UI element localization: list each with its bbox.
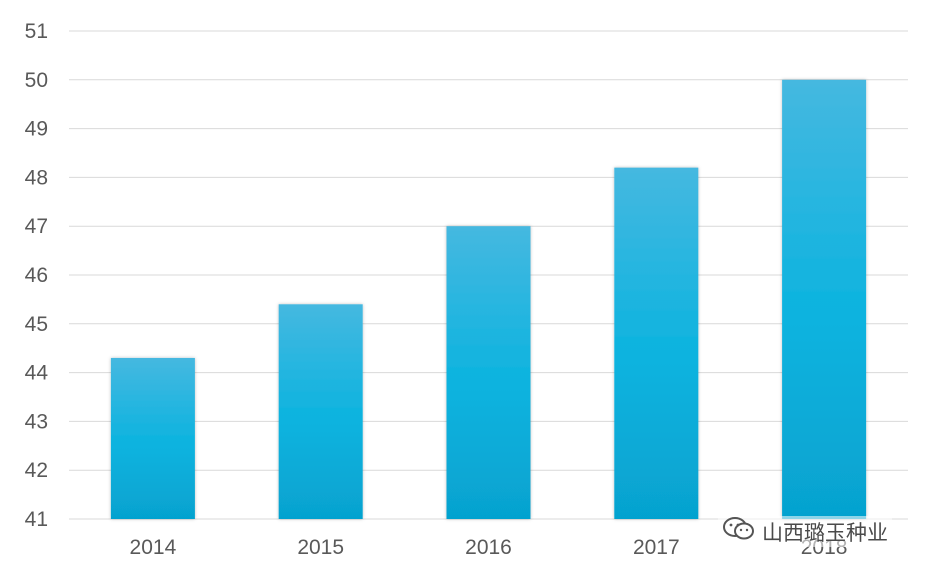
y-tick-label: 45 bbox=[25, 313, 48, 336]
bars bbox=[110, 79, 867, 520]
x-tick-label: 2016 bbox=[465, 536, 512, 559]
y-tick-label: 46 bbox=[25, 264, 48, 287]
wechat-icon bbox=[722, 516, 756, 547]
y-tick-label: 51 bbox=[25, 20, 48, 43]
y-tick-label: 50 bbox=[25, 69, 48, 92]
y-axis-ticks: 41 42 43 44 45 46 47 48 49 50 51 bbox=[25, 20, 49, 531]
y-tick-label: 42 bbox=[25, 459, 48, 482]
x-tick-label: 2015 bbox=[297, 536, 344, 559]
y-tick-label: 41 bbox=[25, 508, 48, 531]
bar-2017 bbox=[614, 167, 699, 519]
bar-2015 bbox=[278, 304, 363, 519]
y-tick-label: 44 bbox=[25, 362, 49, 385]
x-tick-label: 2017 bbox=[633, 536, 680, 559]
x-tick-label: 2014 bbox=[130, 536, 177, 559]
y-tick-label: 43 bbox=[25, 410, 48, 433]
bar-2014 bbox=[110, 357, 195, 519]
watermark: 山西璐玉种业 bbox=[718, 516, 892, 547]
bar-2016 bbox=[446, 226, 531, 519]
y-tick-label: 48 bbox=[25, 166, 48, 189]
watermark-text: 山西璐玉种业 bbox=[762, 520, 888, 545]
y-tick-label: 47 bbox=[25, 215, 48, 238]
y-tick-label: 49 bbox=[25, 118, 48, 141]
bar-2018 bbox=[782, 79, 867, 520]
